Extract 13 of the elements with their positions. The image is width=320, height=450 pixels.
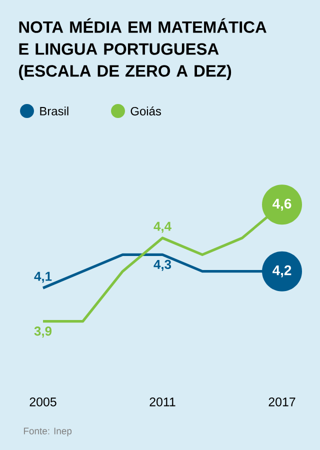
data-label: 4,1 <box>34 272 52 283</box>
data-label: 4,2 <box>272 265 292 278</box>
data-label: 4,6 <box>272 198 292 211</box>
data-label: 3,9 <box>34 326 52 338</box>
x-tick-label: 2017 <box>268 398 296 406</box>
source-note: Fonte: Inep <box>24 428 72 436</box>
legend-label: Goiás <box>130 106 161 116</box>
data-label: 4,3 <box>154 260 172 271</box>
data-label: 4,4 <box>154 222 172 233</box>
chart-title: NOTA MÉDIA EM MATEMÁTICA E LINGUA PORTUGUESA (ESCALA DE ZERO A DEZ) <box>19 18 266 80</box>
x-tick-label: 2011 <box>150 398 176 406</box>
legend-label: Brasil <box>40 106 68 116</box>
x-tick-label: 2005 <box>30 398 56 406</box>
